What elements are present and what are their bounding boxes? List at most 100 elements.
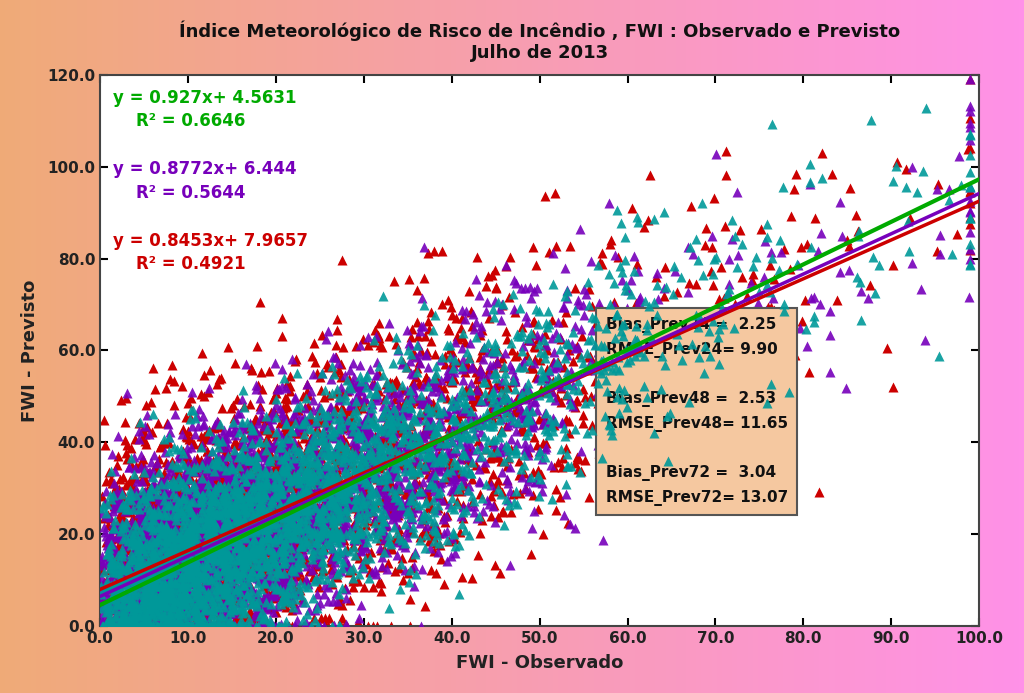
Point bbox=[189, 589, 206, 600]
Point bbox=[236, 600, 252, 611]
Point bbox=[324, 509, 340, 520]
Point bbox=[142, 602, 159, 613]
Point bbox=[130, 492, 146, 503]
Point bbox=[462, 337, 478, 348]
Point bbox=[269, 534, 286, 545]
Point bbox=[122, 613, 138, 624]
Point bbox=[536, 410, 552, 421]
Point bbox=[385, 498, 401, 509]
Point bbox=[152, 569, 168, 580]
Point bbox=[439, 407, 456, 418]
Point bbox=[250, 556, 266, 567]
Point bbox=[254, 532, 270, 543]
Point bbox=[159, 527, 175, 538]
Point bbox=[258, 542, 274, 553]
Point bbox=[486, 517, 503, 528]
Point bbox=[114, 518, 130, 529]
Point bbox=[116, 557, 132, 568]
Point bbox=[323, 402, 339, 413]
Point bbox=[190, 600, 207, 611]
Point bbox=[161, 552, 177, 563]
Point bbox=[116, 541, 132, 552]
Point bbox=[194, 475, 210, 486]
Point bbox=[290, 489, 306, 500]
Point bbox=[346, 493, 362, 505]
Point bbox=[525, 358, 542, 369]
Point bbox=[116, 471, 132, 482]
Point bbox=[246, 491, 262, 502]
Point bbox=[220, 547, 237, 559]
Point bbox=[185, 547, 202, 559]
Point bbox=[621, 454, 637, 465]
Point bbox=[134, 615, 151, 626]
Point bbox=[202, 552, 218, 563]
Point bbox=[196, 567, 212, 578]
Point bbox=[171, 497, 187, 508]
Point bbox=[862, 115, 879, 126]
Point bbox=[217, 620, 233, 631]
Point bbox=[400, 274, 417, 285]
Point bbox=[125, 570, 141, 581]
Point bbox=[143, 581, 160, 592]
Point bbox=[422, 448, 438, 459]
Point bbox=[430, 490, 446, 501]
Point bbox=[903, 258, 920, 269]
Point bbox=[100, 577, 117, 588]
Point bbox=[179, 620, 196, 631]
Point bbox=[477, 419, 494, 430]
Point bbox=[329, 568, 345, 579]
Point bbox=[123, 570, 139, 581]
Point bbox=[209, 620, 225, 631]
Point bbox=[282, 559, 298, 570]
Point bbox=[198, 461, 214, 472]
Point bbox=[141, 591, 158, 602]
Point bbox=[135, 505, 152, 516]
Point bbox=[259, 492, 275, 503]
Point bbox=[175, 620, 191, 631]
Point bbox=[332, 525, 348, 536]
Point bbox=[290, 548, 306, 559]
Point bbox=[166, 578, 182, 589]
Point bbox=[201, 502, 217, 513]
Point bbox=[201, 485, 217, 496]
Point bbox=[275, 599, 292, 611]
Point bbox=[220, 584, 237, 595]
Point bbox=[315, 408, 332, 419]
Point bbox=[144, 545, 161, 556]
Point bbox=[151, 596, 167, 607]
Point bbox=[248, 379, 264, 390]
Point bbox=[146, 460, 163, 471]
Point bbox=[101, 620, 118, 631]
Point bbox=[116, 592, 132, 603]
Point bbox=[301, 446, 317, 457]
Point bbox=[315, 523, 332, 534]
Point bbox=[116, 620, 132, 631]
Point bbox=[275, 435, 292, 446]
Point bbox=[157, 536, 173, 547]
Point bbox=[296, 411, 312, 422]
Point bbox=[653, 491, 670, 502]
Point bbox=[508, 277, 524, 288]
Point bbox=[219, 538, 236, 549]
Point bbox=[527, 354, 544, 365]
Point bbox=[151, 453, 167, 464]
Point bbox=[330, 598, 346, 609]
Point bbox=[563, 396, 580, 407]
Point bbox=[187, 507, 204, 518]
Point bbox=[213, 507, 229, 518]
Point bbox=[113, 620, 129, 631]
Point bbox=[327, 495, 343, 506]
Point bbox=[241, 520, 257, 531]
Point bbox=[132, 560, 148, 571]
Point bbox=[321, 419, 337, 430]
Point bbox=[253, 552, 269, 563]
Point bbox=[283, 542, 299, 553]
Point bbox=[190, 553, 207, 564]
Point bbox=[398, 424, 415, 435]
Point bbox=[215, 620, 231, 631]
Point bbox=[251, 543, 267, 554]
Point bbox=[431, 538, 447, 549]
Point bbox=[220, 499, 237, 510]
Point bbox=[175, 520, 191, 531]
Point bbox=[445, 527, 462, 538]
